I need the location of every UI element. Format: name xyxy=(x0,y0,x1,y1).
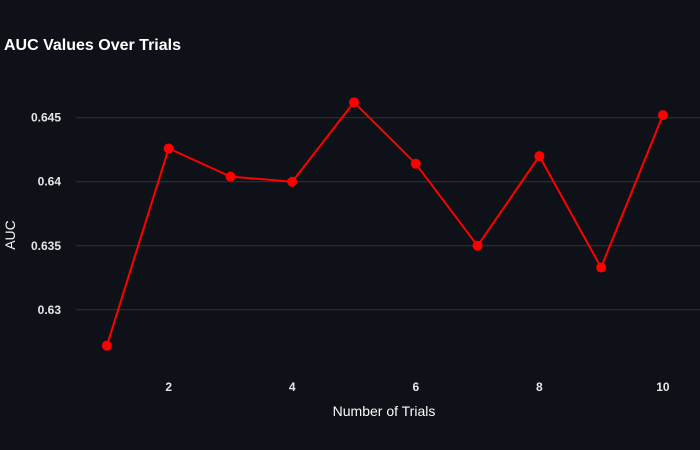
data-point[interactable] xyxy=(472,240,483,251)
x-tick-label: 6 xyxy=(412,380,419,394)
data-point[interactable] xyxy=(349,97,360,108)
x-axis-label: Number of Trials xyxy=(333,403,436,419)
y-axis-ticks: 0.63 0.635 0.64 0.645 xyxy=(31,111,61,317)
data-point[interactable] xyxy=(163,143,174,154)
data-point[interactable] xyxy=(657,110,668,121)
y-tick-label: 0.64 xyxy=(38,175,62,189)
series-line xyxy=(105,101,664,346)
y-axis-label: AUC xyxy=(2,220,18,250)
data-point[interactable] xyxy=(534,151,545,162)
y-tick-label: 0.635 xyxy=(31,239,61,253)
data-point[interactable] xyxy=(596,262,607,273)
y-tick-label: 0.645 xyxy=(31,111,61,125)
data-points xyxy=(101,97,668,351)
data-point[interactable] xyxy=(287,176,298,187)
series-auc xyxy=(105,101,664,346)
x-tick-label: 8 xyxy=(536,380,543,394)
data-point[interactable] xyxy=(410,158,421,169)
chart-title: AUC Values Over Trials xyxy=(4,37,181,54)
y-tick-label: 0.63 xyxy=(38,303,62,317)
x-tick-label: 10 xyxy=(656,380,670,394)
x-tick-label: 4 xyxy=(289,380,296,394)
data-point[interactable] xyxy=(101,340,112,351)
data-point[interactable] xyxy=(225,171,236,182)
grid-lines xyxy=(76,117,700,311)
x-axis-ticks: 2 4 6 8 10 xyxy=(165,380,670,394)
x-tick-label: 2 xyxy=(165,380,172,394)
